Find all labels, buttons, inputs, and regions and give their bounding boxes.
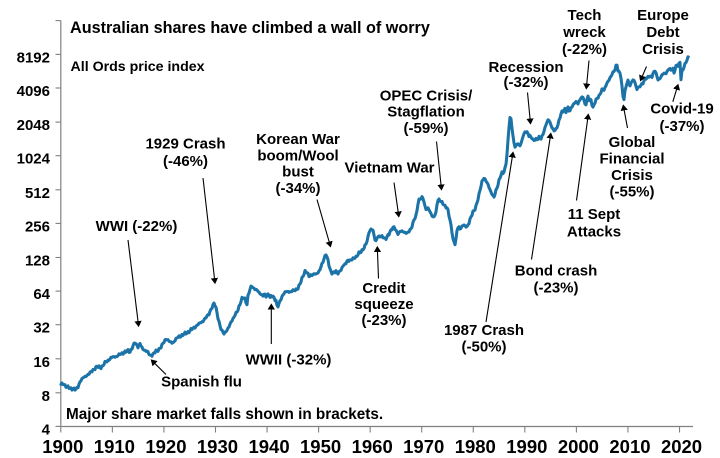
svg-text:WWI (-22%): WWI (-22%) (96, 218, 178, 235)
svg-text:(-46%): (-46%) (163, 153, 208, 170)
svg-text:bust: bust (282, 164, 314, 181)
svg-text:(-34%): (-34%) (275, 180, 320, 197)
svg-text:1970: 1970 (403, 436, 444, 457)
svg-text:Europe: Europe (637, 7, 689, 24)
svg-text:2020: 2020 (661, 436, 702, 457)
svg-text:Financial: Financial (599, 150, 664, 167)
svg-text:4: 4 (42, 421, 51, 438)
svg-text:WWII (-32%): WWII (-32%) (246, 351, 332, 368)
svg-text:Attacks: Attacks (567, 223, 621, 240)
svg-text:(-37%): (-37%) (659, 118, 704, 135)
svg-text:1940: 1940 (248, 436, 289, 457)
svg-text:Credit: Credit (362, 280, 405, 297)
svg-text:16: 16 (33, 354, 50, 371)
svg-text:Major share market falls shown: Major share market falls shown in bracke… (66, 406, 383, 423)
svg-text:Crisis: Crisis (642, 41, 684, 58)
svg-text:Covid-19: Covid-19 (650, 100, 713, 117)
svg-text:2010: 2010 (609, 436, 650, 457)
svg-text:1024: 1024 (17, 151, 51, 168)
svg-text:128: 128 (25, 252, 50, 269)
svg-text:(-22%): (-22%) (562, 41, 607, 58)
svg-text:squeeze: squeeze (354, 296, 413, 313)
svg-text:11 Sept: 11 Sept (568, 206, 621, 223)
svg-text:(-23%): (-23%) (533, 279, 578, 296)
svg-text:Global: Global (609, 134, 656, 151)
svg-text:2000: 2000 (558, 436, 599, 457)
svg-text:8192: 8192 (17, 49, 50, 66)
svg-text:(-32%): (-32%) (503, 74, 548, 91)
svg-text:256: 256 (25, 218, 50, 235)
svg-text:Crisis: Crisis (611, 167, 653, 184)
svg-text:(-59%): (-59%) (403, 120, 448, 137)
svg-text:64: 64 (33, 286, 50, 303)
svg-text:512: 512 (25, 185, 50, 202)
svg-text:boom/Wool: boom/Wool (257, 147, 338, 164)
svg-text:1910: 1910 (94, 436, 135, 457)
svg-text:(-55%): (-55%) (609, 183, 654, 200)
svg-text:Vietnam War: Vietnam War (344, 159, 434, 176)
svg-text:Debt: Debt (646, 24, 679, 41)
svg-text:Recession: Recession (488, 59, 563, 76)
svg-text:1950: 1950 (300, 436, 341, 457)
svg-text:Stagflation: Stagflation (387, 104, 465, 121)
svg-text:1929 Crash: 1929 Crash (145, 135, 225, 152)
svg-text:Bond crash: Bond crash (515, 262, 598, 279)
svg-text:1930: 1930 (197, 436, 238, 457)
svg-text:Australian shares have climbed: Australian shares have climbed a wall of… (70, 19, 430, 37)
svg-text:1960: 1960 (352, 436, 393, 457)
svg-text:wreck: wreck (562, 24, 606, 41)
svg-text:2048: 2048 (17, 117, 50, 134)
svg-text:All Ords price index: All Ords price index (71, 59, 205, 75)
svg-text:Spanish flu: Spanish flu (161, 373, 242, 390)
svg-text:1987 Crash: 1987 Crash (444, 322, 524, 339)
svg-text:OPEC Crisis/: OPEC Crisis/ (380, 87, 473, 104)
svg-text:Korean War: Korean War (256, 131, 340, 148)
svg-text:32: 32 (33, 320, 50, 337)
svg-text:8: 8 (42, 388, 50, 405)
svg-text:Tech: Tech (568, 7, 602, 24)
svg-text:1920: 1920 (145, 436, 186, 457)
svg-text:(-23%): (-23%) (361, 312, 406, 329)
svg-text:1980: 1980 (455, 436, 496, 457)
svg-text:(-50%): (-50%) (461, 338, 506, 355)
svg-text:1900: 1900 (42, 436, 83, 457)
svg-text:1990: 1990 (506, 436, 547, 457)
svg-text:4096: 4096 (17, 83, 50, 100)
